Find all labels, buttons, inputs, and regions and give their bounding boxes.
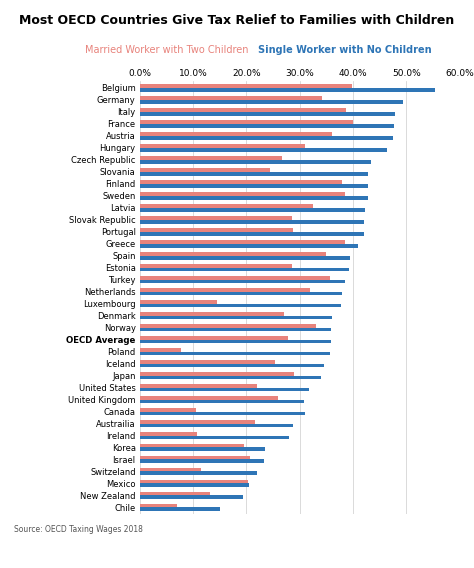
Bar — [140, 172, 367, 176]
Bar — [140, 492, 210, 495]
Bar — [140, 220, 365, 224]
Bar — [140, 384, 257, 387]
Bar — [140, 304, 341, 307]
Bar — [140, 432, 197, 436]
Bar — [140, 160, 371, 164]
Bar — [140, 279, 345, 283]
Bar — [140, 232, 364, 236]
Bar — [140, 88, 435, 91]
Bar — [140, 479, 247, 483]
Bar — [140, 96, 322, 100]
Bar — [140, 316, 332, 319]
Bar — [140, 168, 271, 172]
Bar — [140, 348, 181, 352]
Bar — [140, 132, 332, 136]
Bar — [140, 375, 320, 379]
Bar — [140, 467, 201, 471]
Bar — [140, 256, 350, 260]
Bar — [140, 84, 352, 88]
Bar — [140, 276, 329, 279]
Bar — [140, 420, 255, 424]
Bar — [140, 148, 387, 152]
Bar — [140, 192, 345, 196]
Text: Single Worker with No Children: Single Worker with No Children — [258, 45, 432, 56]
Bar — [140, 252, 327, 256]
Bar — [140, 412, 305, 415]
Bar — [140, 340, 331, 344]
Bar — [140, 352, 329, 356]
Bar — [140, 471, 257, 475]
Bar — [140, 268, 349, 272]
Bar — [140, 399, 304, 403]
Bar — [140, 364, 324, 367]
Bar — [140, 196, 367, 199]
Bar — [140, 483, 249, 487]
Text: @TaxFoundation: @TaxFoundation — [379, 548, 465, 557]
Bar — [140, 507, 220, 511]
Bar — [140, 112, 395, 116]
Bar — [140, 448, 264, 452]
Bar — [140, 108, 346, 112]
Bar — [140, 336, 288, 340]
Bar — [140, 136, 392, 140]
Bar — [140, 495, 243, 499]
Bar — [140, 424, 293, 427]
Bar — [140, 328, 331, 332]
Bar — [140, 183, 367, 187]
Text: Source: OECD Taxing Wages 2018: Source: OECD Taxing Wages 2018 — [14, 525, 143, 534]
Bar — [140, 264, 292, 268]
Text: TAX FOUNDATION: TAX FOUNDATION — [9, 548, 113, 557]
Bar — [140, 120, 353, 124]
Bar — [140, 244, 358, 248]
Bar — [140, 204, 312, 208]
Bar — [140, 460, 264, 463]
Text: Most OECD Countries Give Tax Relief to Families with Children: Most OECD Countries Give Tax Relief to F… — [19, 14, 455, 27]
Bar — [140, 240, 345, 244]
Bar — [140, 156, 282, 160]
Bar — [140, 444, 244, 448]
Bar — [140, 324, 316, 328]
Bar — [140, 300, 217, 304]
Bar — [140, 228, 293, 232]
Bar — [140, 504, 177, 507]
Bar — [140, 408, 196, 412]
Bar — [140, 208, 365, 211]
Bar — [140, 216, 292, 220]
Bar — [140, 124, 393, 128]
Bar — [140, 371, 294, 375]
Text: Married Worker with Two Children: Married Worker with Two Children — [85, 45, 249, 56]
Bar — [140, 100, 403, 103]
Bar — [140, 312, 284, 316]
Bar — [140, 360, 275, 364]
Bar — [140, 144, 305, 148]
Bar — [140, 396, 278, 399]
Bar — [140, 291, 342, 295]
Bar — [140, 288, 310, 291]
Bar — [140, 436, 289, 439]
Bar — [140, 387, 309, 391]
Bar — [140, 180, 342, 183]
Bar — [140, 456, 250, 460]
